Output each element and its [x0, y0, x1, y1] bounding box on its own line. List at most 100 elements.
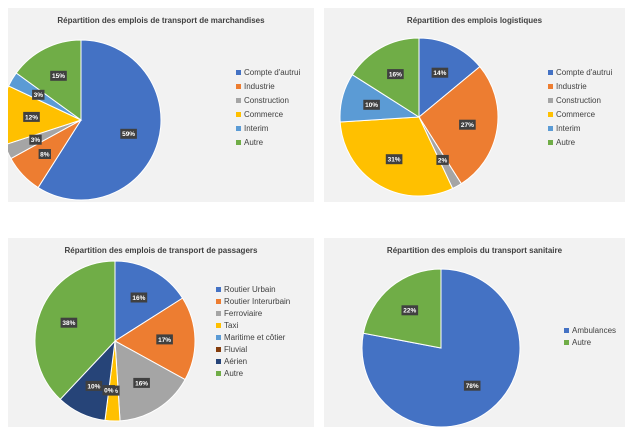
- pie-chart: Répartition des emplois logistiques 14% 27…: [339, 16, 612, 197]
- data-label-autre: 15%: [50, 70, 67, 81]
- legend-swatch: [548, 70, 553, 75]
- pie-slice-compte-d-autrui: [37, 39, 162, 201]
- legend-item-construction: Construction: [236, 96, 289, 105]
- pie-slice-routier-urbain: [114, 260, 184, 342]
- pie-slice-construction: [8, 119, 82, 160]
- legend: Compte d'autrui Industrie Construction Comm…: [236, 68, 300, 147]
- svg-text:59%: 59%: [122, 131, 135, 138]
- svg-text:27%: 27%: [461, 122, 474, 129]
- legend-swatch: [216, 371, 221, 376]
- chart-title: Répartition des emplois du transport san…: [387, 246, 563, 255]
- data-label-compte-d-autrui: 59%: [120, 128, 137, 139]
- svg-text:16%: 16%: [132, 295, 145, 302]
- legend-item-interim: Interim: [236, 124, 269, 133]
- legend-label: Aérien: [224, 357, 247, 366]
- svg-text:16%: 16%: [389, 72, 402, 79]
- legend-swatch: [236, 140, 241, 145]
- svg-text:78%: 78%: [466, 383, 479, 390]
- pie-slice-compte-d-autrui: [418, 37, 481, 119]
- legend-label: Fluvial: [224, 345, 247, 354]
- data-label-autre: 38%: [60, 317, 78, 328]
- chart-panel-sanitaire: Répartition des emplois du transport san…: [324, 238, 625, 427]
- legend-item-fluvial: Fluvial: [216, 345, 247, 354]
- chart-panel-passagers: Répartition des emplois de transport de …: [8, 238, 314, 427]
- pie-chart: Répartition des emplois de transport de …: [8, 16, 300, 201]
- legend-label: Interim: [556, 124, 581, 133]
- legend-label: Compte d'autrui: [244, 68, 300, 77]
- legend-item-routier-urbain: Routier Urbain: [216, 285, 276, 294]
- svg-text:17%: 17%: [158, 337, 171, 344]
- svg-text:8%: 8%: [40, 151, 50, 158]
- svg-text:2%: 2%: [438, 157, 448, 164]
- svg-text:0%: 0%: [104, 388, 114, 395]
- data-label-commerce: 31%: [385, 154, 403, 165]
- pie-slice-routier-interurbain: [114, 297, 196, 381]
- legend-item-commerce: Commerce: [548, 110, 596, 119]
- legend-swatch: [216, 287, 221, 292]
- pie-chart: Répartition des emplois de transport de …: [34, 246, 290, 422]
- pie-chart: Répartition des emplois du transport san…: [361, 246, 616, 427]
- legend-item-commerce: Commerce: [236, 110, 284, 119]
- legend-swatch: [216, 299, 221, 304]
- legend: Compte d'autrui Industrie Construction Comm…: [548, 68, 612, 147]
- data-label-routier-interurbain: 17%: [156, 334, 173, 345]
- legend-item-industrie: Industrie: [548, 82, 587, 91]
- legend-swatch: [548, 98, 553, 103]
- data-label-industrie: 27%: [459, 119, 476, 130]
- pie-slice-commerce: [8, 85, 83, 145]
- chart-title: Répartition des emplois de transport de …: [57, 16, 265, 25]
- legend-label: Routier Interurbain: [224, 297, 290, 306]
- svg-text:31%: 31%: [388, 157, 401, 164]
- legend-swatch: [216, 347, 221, 352]
- legend-swatch: [548, 112, 553, 117]
- legend-swatch: [548, 126, 553, 131]
- legend-label: Autre: [244, 138, 264, 147]
- chart-title: Répartition des emplois de transport de …: [65, 246, 258, 255]
- legend-label: Autre: [572, 338, 592, 347]
- chart-panel-marchandises: Répartition des emplois de transport de …: [8, 8, 314, 202]
- svg-text:38%: 38%: [62, 320, 75, 327]
- legend-item-autre: Autre: [548, 138, 576, 147]
- data-label-routier-urbain: 16%: [130, 292, 148, 303]
- data-label-construction: 2%: [436, 154, 449, 165]
- legend-label: Industrie: [556, 82, 587, 91]
- legend-label: Construction: [556, 96, 601, 105]
- legend-item-interim: Interim: [548, 124, 581, 133]
- data-label-aerien: 10%: [85, 380, 103, 391]
- legend-swatch: [236, 126, 241, 131]
- data-label-ambulances: 78%: [463, 380, 481, 391]
- legend-swatch: [236, 70, 241, 75]
- legend-swatch: [236, 98, 241, 103]
- legend-label: Industrie: [244, 82, 275, 91]
- legend-swatch: [548, 84, 553, 89]
- legend-label: Taxi: [224, 321, 238, 330]
- legend-item-maritime-et-cotier: Maritime et côtier: [216, 333, 286, 342]
- legend-label: Interim: [244, 124, 269, 133]
- data-label-construction: 3%: [29, 134, 42, 145]
- legend-item-taxi: Taxi: [216, 321, 238, 330]
- svg-text:10%: 10%: [87, 383, 100, 390]
- legend-label: Compte d'autrui: [556, 68, 612, 77]
- legend-label: Commerce: [244, 110, 284, 119]
- legend-label: Maritime et côtier: [224, 333, 286, 342]
- pie-slice-industrie: [418, 65, 499, 185]
- legend-item-compte-d-autrui: Compte d'autrui: [548, 68, 612, 77]
- svg-text:12%: 12%: [25, 114, 38, 121]
- legend-label: Ferroviaire: [224, 309, 263, 318]
- svg-text:16%: 16%: [135, 380, 148, 387]
- legend-item-construction: Construction: [548, 96, 601, 105]
- data-label-industrie: 8%: [38, 149, 51, 159]
- legend-swatch: [564, 328, 569, 333]
- legend-item-industrie: Industrie: [236, 82, 275, 91]
- legend-swatch: [216, 323, 221, 328]
- legend-item-autre: Autre: [564, 338, 592, 347]
- data-label-interim: 3%: [32, 89, 45, 100]
- legend-label: Autre: [556, 138, 576, 147]
- data-label-ferroviaire: 16%: [133, 377, 150, 388]
- legend-item-aerien: Aérien: [216, 357, 247, 366]
- legend-swatch: [216, 359, 221, 364]
- svg-text:22%: 22%: [403, 308, 416, 315]
- legend-swatch: [216, 311, 221, 316]
- legend-item-routier-interurbain: Routier Interurbain: [216, 297, 290, 306]
- pie-slice-autre: [34, 260, 116, 401]
